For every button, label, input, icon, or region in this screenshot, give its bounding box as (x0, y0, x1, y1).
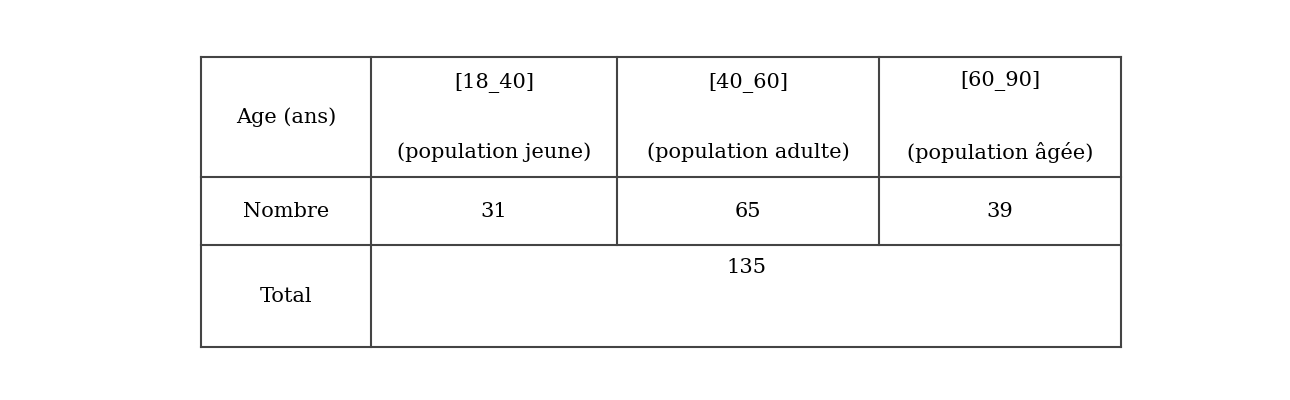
Text: [40_60]

(population adulte): [40_60] (population adulte) (646, 73, 849, 162)
Text: [18_40]

(population jeune): [18_40] (population jeune) (397, 73, 591, 162)
Text: [60_90]

(population âgée): [60_90] (population âgée) (907, 71, 1093, 163)
Text: 65: 65 (735, 202, 761, 221)
Text: 135: 135 (726, 258, 766, 277)
Text: Age (ans): Age (ans) (236, 108, 337, 127)
Text: 31: 31 (481, 202, 507, 221)
Text: Nombre: Nombre (244, 202, 329, 221)
Text: Total: Total (261, 286, 312, 306)
Text: 39: 39 (987, 202, 1014, 221)
